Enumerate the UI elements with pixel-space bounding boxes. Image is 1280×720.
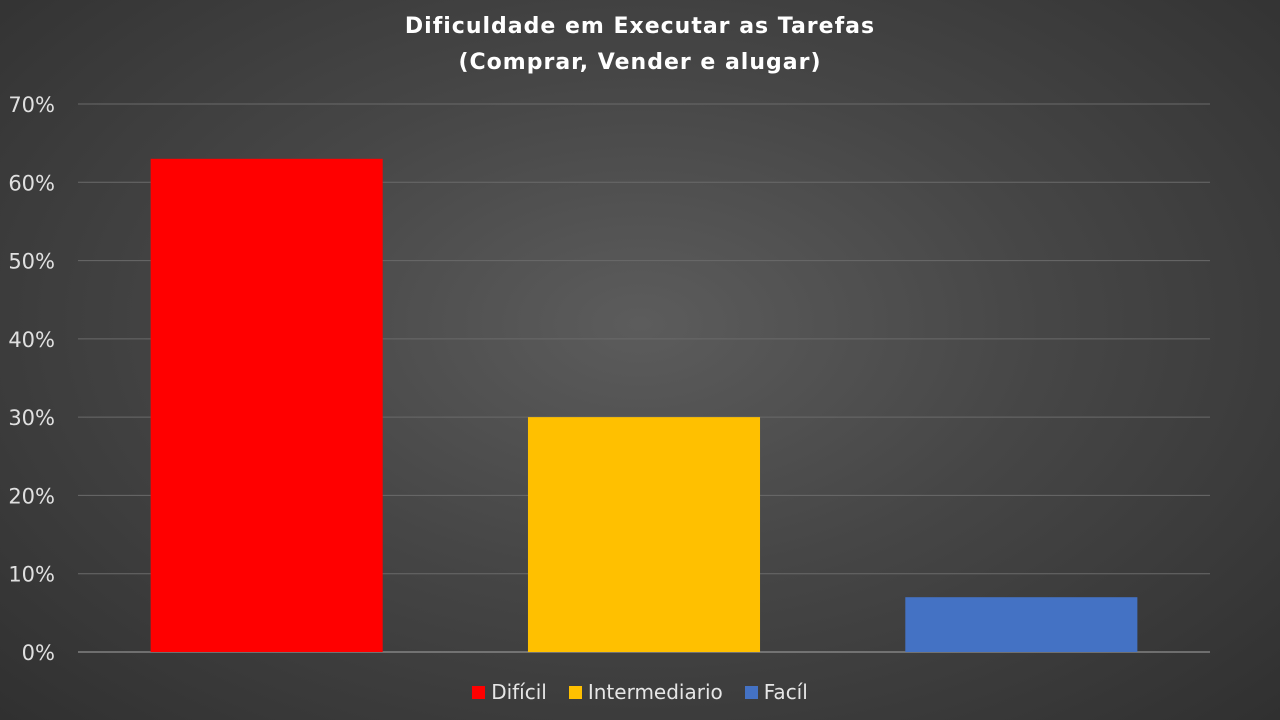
chart-subtitle: (Comprar, Vender e alugar) <box>458 50 822 75</box>
legend-swatch <box>568 685 582 699</box>
bar-2 <box>527 417 761 652</box>
y-tick-label: 20% <box>8 484 55 508</box>
chart-title: Dificuldade em Executar as Tarefas <box>404 14 876 39</box>
legend-swatch <box>744 685 758 699</box>
y-tick-label: 0% <box>22 641 55 665</box>
y-tick-label: 70% <box>8 93 55 117</box>
legend-label: Intermediario <box>587 680 723 704</box>
legend-item: Intermediario <box>568 680 723 704</box>
bar-1 <box>150 158 383 653</box>
y-tick-label: 60% <box>8 171 55 195</box>
y-tick-label: 40% <box>8 328 55 352</box>
chart-legend: Difícil Intermediario Facíl <box>0 680 1280 704</box>
legend-item: Facíl <box>744 680 808 704</box>
legend-label: Difícil <box>491 680 547 704</box>
legend-swatch <box>472 685 486 699</box>
legend-label: Facíl <box>763 680 808 704</box>
legend-item: Difícil <box>472 680 547 704</box>
bar-3 <box>905 597 1138 652</box>
y-tick-label: 30% <box>8 406 55 430</box>
y-tick-label: 10% <box>8 563 55 587</box>
y-tick-label: 50% <box>8 250 55 274</box>
